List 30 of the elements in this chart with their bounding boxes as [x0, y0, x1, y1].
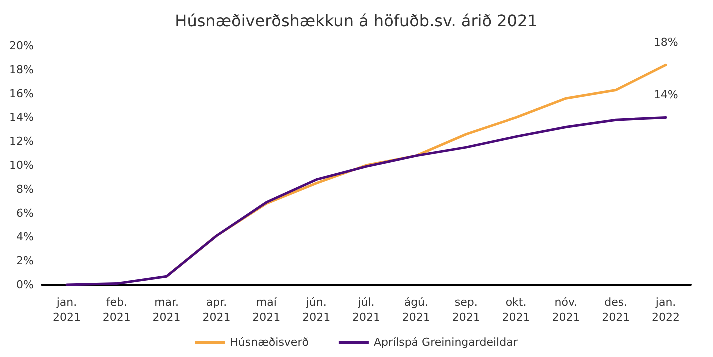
y-tick-label: 20% [10, 40, 34, 52]
y-tick-label: 10% [10, 159, 34, 172]
data-label: 14% [654, 88, 678, 102]
x-tick-label: okt. 2021 [502, 296, 530, 324]
x-tick-label: maí 2021 [252, 296, 281, 324]
x-tick-label: feb. 2021 [102, 296, 131, 324]
legend-label: Aprílspá Greiningardeildar [374, 336, 518, 349]
y-tick-label: 6% [16, 206, 34, 220]
y-tick-label: 12% [10, 135, 34, 148]
y-tick-label: 14% [10, 111, 34, 124]
y-tick-label: 16% [10, 87, 34, 100]
x-tick-label: sep. 2021 [452, 296, 480, 324]
x-tick-label: des. 2021 [602, 296, 630, 324]
y-tick-label: 2% [16, 254, 34, 268]
y-tick-label: 18% [10, 63, 34, 76]
x-tick-label: apr. 2021 [202, 296, 231, 324]
y-tick-label: 8% [16, 182, 34, 196]
x-tick-label: jan. 2022 [652, 296, 680, 324]
line-series [66, 116, 668, 286]
legend-label: Húsnæðisverð [230, 336, 310, 349]
x-tick-label: jún. 2021 [302, 296, 331, 324]
y-tick-label: 0% [16, 278, 34, 292]
y-tick-label: 4% [16, 230, 34, 244]
x-tick-label: jan. 2021 [52, 296, 81, 324]
x-tick-label: mar. 2021 [152, 296, 181, 324]
chart-title: Húsnæðiverðshækkun á höfuðb.sv. árið 2021 [175, 12, 538, 30]
x-tick-label: nóv. 2021 [552, 296, 580, 324]
data-label: 18% [654, 36, 678, 50]
x-tick-label: júl. 2021 [352, 296, 380, 324]
x-tick-label: ágú. 2021 [402, 296, 430, 324]
